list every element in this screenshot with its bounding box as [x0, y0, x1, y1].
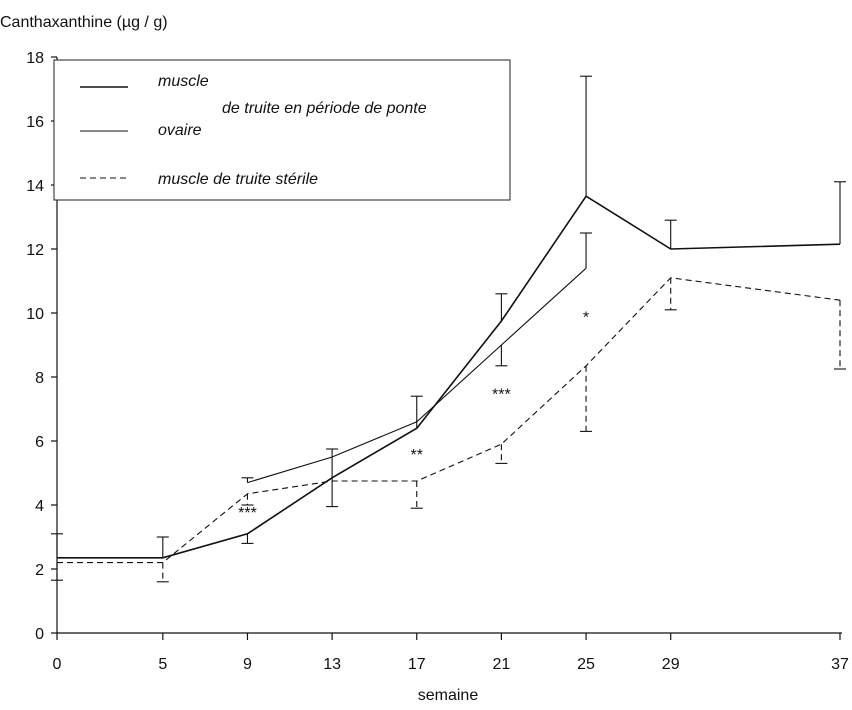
y-tick-label: 12: [26, 242, 44, 259]
significance-marker: ***: [238, 505, 257, 522]
x-tick-label: 9: [243, 656, 252, 673]
ticks: 0 2 4 6 8 10 12 14 16 18 0 5 9 13 17 21 25 29 37: [26, 50, 849, 673]
legend: muscle ovaire de truite en période de po…: [53, 59, 511, 201]
x-tick-label: 0: [53, 656, 62, 673]
series-2: [51, 277, 846, 583]
legend-box: [53, 59, 511, 201]
y-tick-label: 18: [26, 50, 44, 67]
y-tick-label: 4: [35, 498, 44, 515]
series-line: [57, 195, 841, 559]
x-tick-label: 17: [408, 656, 426, 673]
x-tick-label: 25: [577, 656, 595, 673]
series-line: [247, 267, 587, 484]
significance-marker: **: [411, 447, 423, 464]
legend-group-label: de truite en période de ponte: [222, 100, 427, 117]
annotations: *********: [238, 310, 589, 522]
x-tick-label: 37: [831, 656, 849, 673]
y-tick-label: 2: [35, 562, 44, 579]
series-1: [241, 232, 593, 484]
legend-label-sterile: muscle de truite stérile: [158, 171, 318, 188]
legend-label-ovaire: ovaire: [158, 122, 202, 139]
legend-label-muscle: muscle: [158, 73, 209, 90]
y-tick-label: 14: [26, 178, 44, 195]
y-tick-label: 8: [35, 370, 44, 387]
y-axis-label: Canthaxanthine (µg / g): [0, 14, 168, 31]
series-group: [51, 75, 846, 583]
x-axis-label: semaine: [418, 687, 479, 704]
x-tick-label: 29: [662, 656, 680, 673]
series-line: [57, 277, 841, 564]
significance-marker: ***: [492, 386, 511, 403]
significance-marker: *: [583, 310, 589, 327]
x-tick-label: 13: [323, 656, 341, 673]
y-tick-label: 16: [26, 114, 44, 131]
y-tick-label: 6: [35, 434, 44, 451]
x-tick-label: 21: [493, 656, 511, 673]
x-tick-label: 5: [158, 656, 167, 673]
y-tick-label: 0: [35, 626, 44, 643]
y-tick-label: 10: [26, 306, 44, 323]
series-0: [51, 75, 846, 559]
